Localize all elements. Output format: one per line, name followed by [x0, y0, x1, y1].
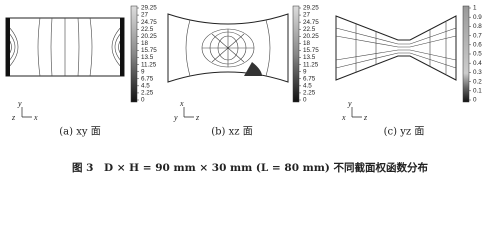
colorbar-tick-label: 13.5: [141, 54, 154, 61]
colorbar-tick-label: 29.25: [303, 5, 319, 12]
axis-label: z: [11, 113, 16, 122]
contour-plot-b: [167, 13, 289, 83]
axis-triads: [21, 107, 362, 118]
colorbar-tick-label: 9: [303, 68, 307, 75]
colorbar-tick-label: 4.5: [303, 83, 312, 90]
axis-label: z: [363, 113, 368, 122]
axis-label: y: [17, 99, 22, 108]
colorbar-tick-label: 20.25: [141, 33, 157, 40]
axis-label: x: [33, 113, 38, 122]
colorbar-tick-label: 18: [303, 40, 311, 47]
axis-label: z: [195, 113, 200, 122]
colorbar-tick-label: 27: [303, 12, 311, 19]
colorbar-tick-label: 18: [141, 40, 149, 47]
colorbar-tick-label: 1: [473, 5, 477, 12]
colorbar-tick-label: 9: [141, 68, 145, 75]
colorbar-tick-label: 15.75: [141, 47, 157, 54]
colorbar-tick-label: 15.75: [303, 47, 319, 54]
panel-caption: (b) xz 面: [211, 127, 252, 138]
colorbar-a: [130, 5, 138, 103]
colorbar-tick-label: 0.3: [473, 69, 482, 76]
colorbar-tick-label: 0.2: [473, 78, 482, 85]
colorbar-b: [292, 5, 300, 103]
colorbar-tick-label: 13.5: [303, 54, 316, 61]
colorbar-tick-label: 22.5: [303, 26, 316, 33]
colorbar-tick-label: 0: [141, 97, 145, 104]
axis-label: y: [347, 99, 352, 108]
colorbar-tick-label: 2.25: [141, 90, 154, 97]
colorbar-tick-label: 20.25: [303, 33, 319, 40]
colorbar-tick-label: 6.75: [141, 75, 154, 82]
colorbar-tick-label: 6.75: [303, 75, 316, 82]
colorbar-tick-label: 0: [473, 97, 477, 104]
colorbar-c: [462, 5, 470, 103]
colorbar-tick-label: 11.25: [141, 61, 157, 68]
figure-caption: 图 3 D × H = 90 mm × 30 mm (L = 80 mm) 不同…: [72, 161, 429, 174]
colorbar-tick-label: 0.6: [473, 41, 482, 48]
axis-label: x: [341, 113, 346, 122]
contour-plot-a: [5, 17, 125, 77]
colorbar-tick-label: 24.75: [303, 19, 319, 26]
colorbar-tick-label: 0.5: [473, 51, 482, 58]
axis-label: x: [179, 99, 184, 108]
colorbar-tick-label: 0.8: [473, 23, 482, 30]
panel-caption: (a) xy 面: [59, 127, 100, 138]
colorbar-tick-label: 0.9: [473, 14, 482, 21]
colorbar-tick-label: 22.5: [141, 26, 154, 33]
colorbar-tick-label: 4.5: [141, 83, 150, 90]
contour-plot-c: [335, 15, 457, 81]
colorbar-tick-label: 0.7: [473, 32, 482, 39]
page: y z x x y z y x z (a) xy 面 (b) xz 面 (c) …: [5, 5, 482, 174]
colorbar-tick-label: 0: [303, 97, 307, 104]
colorbar-tick-label: 24.75: [141, 19, 157, 26]
panel-caption: (c) yz 面: [384, 127, 425, 138]
colorbar-tick-label: 27: [141, 12, 149, 19]
colorbar-tick-label: 0.4: [473, 60, 482, 67]
colorbar-tick-label: 11.25: [303, 61, 319, 68]
figure: y z x x y z y x z (a) xy 面 (b) xz 面 (c) …: [5, 5, 482, 174]
colorbar-tick-label: 2.25: [303, 90, 316, 97]
colorbar-tick-label: 29.25: [141, 5, 157, 12]
axis-label: y: [173, 113, 178, 122]
colorbar-tick-label: 0.1: [473, 87, 482, 94]
